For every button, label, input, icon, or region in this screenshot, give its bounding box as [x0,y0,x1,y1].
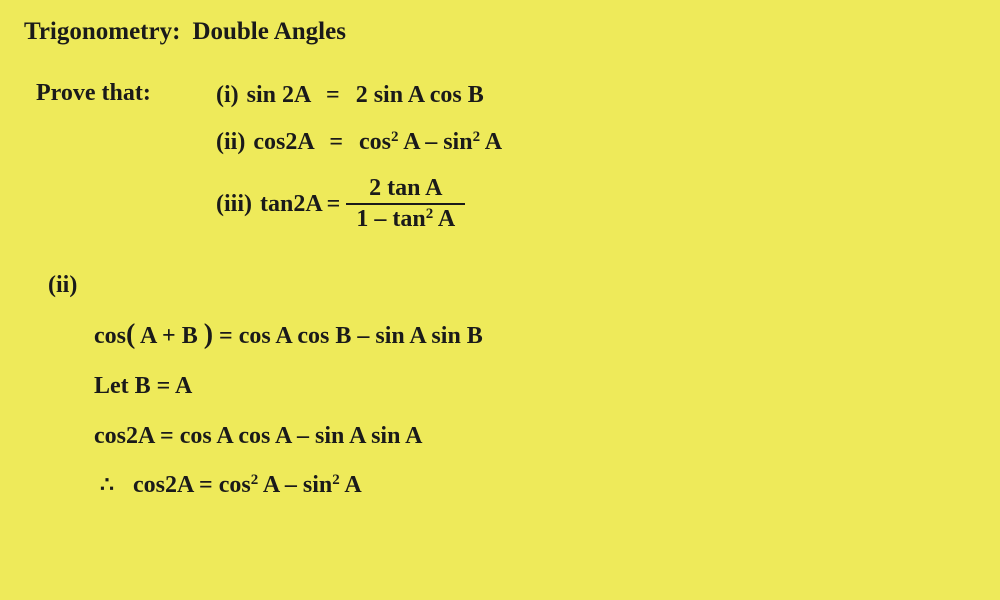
header: Trigonometry: Double Angles [24,18,976,46]
den-part: A [433,206,455,232]
lhs: cos [94,323,126,349]
identity-ii-lhs: cos2A [253,129,313,155]
lhs: cos2A [94,423,154,449]
identity-i-lhs: sin 2A [247,82,310,108]
proof-line-1: cos( A + B ) = cos A cos B – sin A sin B [94,317,976,353]
inner: A + B [135,323,203,349]
subtitle: Double Angles [192,18,346,46]
exponent: 2 [473,129,481,145]
den-part: 1 – tan [356,206,425,232]
rhs: cos A cos A – sin A sin A [180,423,423,449]
rhs-part: A – sin [399,129,473,155]
eq: = [326,82,340,108]
r2: A – sin [258,472,332,498]
fraction: 2 tan A 1 – tan2 A [346,174,465,234]
fraction-denominator: 1 – tan2 A [346,205,465,234]
proof-line-4: ∴ cos2A = cos2 A – sin2 A [100,470,976,501]
prove-label: Prove that: [36,80,216,107]
paren: ) [204,319,213,350]
fraction-numerator: 2 tan A [359,174,452,203]
exponent: 2 [391,129,399,145]
proof-line-3: cos2A = cos A cos A – sin A sin A [94,421,976,452]
identities-list: (i) sin 2A = 2 sin A cos B (ii) cos2A = … [216,80,502,234]
identity-i: (i) sin 2A = 2 sin A cos B [216,80,502,111]
rhs-part: A [480,129,502,155]
eq: = [193,472,219,498]
identity-iii-label: (iii) [216,189,252,220]
topic-label: Trigonometry: [24,18,180,46]
lhs: cos2A [133,472,193,498]
eq: = [154,423,180,449]
identity-iii: (iii) tan2A = 2 tan A 1 – tan2 A [216,174,502,234]
identity-ii: (ii) cos2A = cos2 A – sin2 A [216,127,502,158]
exponent: 2 [332,472,340,488]
identity-i-rhs: 2 sin A cos B [356,82,484,108]
eq: = [327,189,341,220]
proof-line-2: Let B = A [94,371,976,402]
r1: cos [219,472,251,498]
eq: = [213,323,239,349]
therefore-icon: ∴ [100,472,115,497]
section-marker: (ii) [48,272,976,299]
identity-iii-lhs: tan2A [260,189,323,220]
rhs-part: cos [359,129,391,155]
eq: = [329,129,343,155]
paren: ( [126,319,135,350]
prove-row: Prove that: (i) sin 2A = 2 sin A cos B (… [36,80,976,234]
rhs: cos A cos B – sin A sin B [239,323,483,349]
identity-i-label: (i) [216,80,239,111]
proof-block: cos( A + B ) = cos A cos B – sin A sin B… [94,317,976,501]
identity-ii-label: (ii) [216,127,245,158]
r3: A [340,472,362,498]
